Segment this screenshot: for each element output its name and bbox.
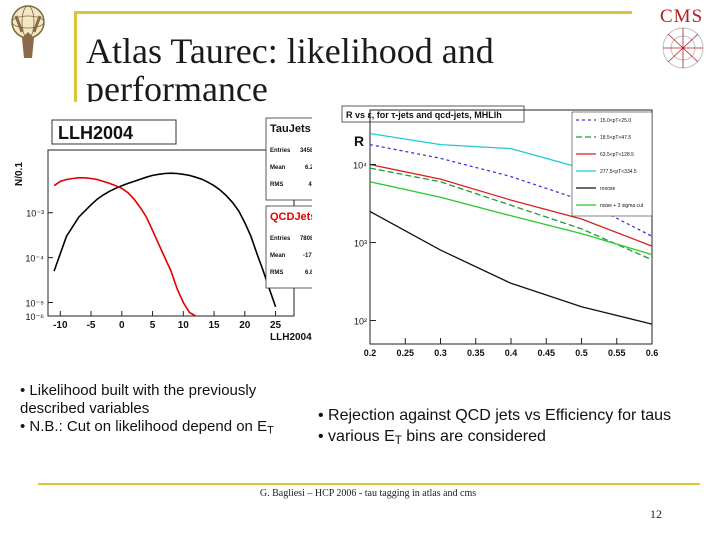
plot1-legend-stat-value: 345808 [300, 148, 312, 154]
plot2-legend-label: 18.5<pT<47.5 [600, 135, 631, 141]
plot1-legend-title: TauJets [270, 123, 311, 135]
plot2-x-tick-label: 0.25 [396, 348, 414, 358]
plot2-series-line [369, 167, 653, 261]
plot2-legend-label: noise + 3 sigma cut [600, 203, 644, 209]
llh-histogram-chart: LLH2004 -10 -5 0 5 10 15 20 2510⁻³10⁻⁴10⁻⁵10⁻⁶ … [14, 114, 312, 350]
right-bullets: • Rejection against QCD jets vs Efficien… [318, 405, 718, 452]
right-bullet-2-main: • various E [318, 428, 395, 445]
title-side-rule [74, 12, 77, 102]
plot1-x-tick-label: -5 [87, 320, 96, 331]
plot1-series-qcdjets [53, 177, 197, 317]
plot2-y-tick-label: 10² [354, 317, 367, 327]
plot1-legend-box [265, 205, 312, 289]
plot2-series-line [369, 163, 653, 247]
plot2-x-tick-label: 0.2 [364, 348, 377, 358]
plot2-x-tick-label: 0.6 [646, 348, 658, 358]
cms-logo-icon [662, 27, 704, 69]
plot1-legend-stat-label: Entries [270, 236, 291, 242]
plot2-legend-label: 277.5<pT<334.5 [600, 169, 637, 175]
plot1-x-tick-label: 25 [270, 320, 282, 331]
plot1-series-taujets [53, 172, 277, 308]
left-bullet-2-main: • N.B.: Cut on likelihood depend on E [20, 418, 268, 435]
plot1-title: LLH2004 [58, 123, 133, 143]
plot1-legend-taujets: TauJets Entries 345808 Mean 6.257 RMS 4.84 [265, 117, 312, 201]
plot2-legend-label: 63.5<pT<128.5 [600, 152, 634, 158]
plot1-y-tick-label: 10⁻⁵ [26, 298, 45, 308]
plot1-x-tick-label: 10 [178, 320, 190, 331]
plot2-legend-label: 15.0<pT<25.0 [600, 118, 631, 124]
footer-text: G. Bagliesi – HCP 2006 - tau tagging in … [259, 488, 477, 499]
plot1-legend-stat-value: 6.257 [305, 165, 312, 171]
plot2-x-tick-label: 0.5 [575, 348, 588, 358]
atlas-logo [11, 5, 45, 58]
right-bullet-1: • Rejection against QCD jets vs Efficien… [318, 407, 672, 424]
slide-title: Atlas Taurec: likelihood and performance [86, 32, 494, 102]
plot2-y-tick-label: 10⁴ [353, 161, 367, 171]
plot1-legend-box [265, 117, 312, 201]
plot2-x-tick-label: 0.4 [505, 348, 518, 358]
plot2-series-line [369, 143, 653, 237]
plot1-y-tick-label: 10⁻⁴ [25, 254, 44, 264]
plot1-title-box [51, 119, 177, 145]
plot1-legend-qcdjets: QCDJets Entries 780857 Mean -17.13 RMS 6.802 [265, 205, 312, 289]
plot1-legend-stat-value: 780857 [300, 236, 312, 242]
left-bullets: • Likelihood built with the previously d… [20, 382, 310, 440]
plot2-x-tick-label: 0.35 [467, 348, 485, 358]
plot1-y-tick-label: 10⁻⁶ [26, 312, 45, 322]
plot1-x-tick-label: -10 [53, 320, 68, 331]
plot1-x-tick-label: 15 [208, 320, 220, 331]
title-top-rule [74, 11, 632, 14]
plot1-legend-stat-label: RMS [270, 182, 283, 188]
plot1-legend-stat-value: 6.802 [305, 270, 312, 276]
plot1-legend-stat-label: Mean [270, 253, 286, 259]
plot1-legend-stat-label: RMS [270, 270, 283, 276]
plot1-legend-stat-label: Mean [270, 165, 286, 171]
plot1-y-axis-label: N/0.1 [14, 162, 25, 186]
page-number: 12 [650, 507, 662, 521]
plot2-title: R vs ε, for τ-jets and qcd-jets, MHLlh [346, 110, 502, 120]
left-bullet-1: • Likelihood built with the previously d… [20, 382, 257, 417]
plot1-legend-title: QCDJets [270, 211, 312, 223]
plot1-y-tick-label: 10⁻³ [26, 209, 44, 219]
plot2-x-tick-label: 0.3 [434, 348, 447, 358]
plot2-x-tick-label: 0.55 [608, 348, 626, 358]
cms-logo-text: CMS [660, 6, 704, 27]
plot1-x-tick-label: 5 [150, 320, 156, 331]
plot2-series-line [369, 181, 653, 256]
plot2-legend-label: ronose [600, 186, 616, 192]
plot1-legend-stat-value: -17.13 [303, 253, 312, 259]
left-bullet-2: • N.B.: Cut on likelihood depend on ET [20, 418, 310, 440]
left-bullet-2-sub: T [267, 424, 274, 437]
plot1-x-tick-label: 20 [239, 320, 251, 331]
plot1-legend-stat-value: 4.84 [308, 182, 312, 188]
plot1-x-tick-label: 0 [119, 320, 125, 331]
plot1-x-axis-label: LLH2004 [270, 332, 312, 343]
plot2-series-line [369, 210, 653, 325]
rejection-vs-efficiency-chart: R vs ε, for τ-jets and qcd-jets, MHLlh 0… [340, 102, 658, 360]
plot2-x-tick-label: 0.45 [537, 348, 555, 358]
plot2-y-axis-label: R [354, 133, 364, 149]
footer-rule [38, 483, 700, 485]
plot2-y-tick-label: 10³ [354, 239, 367, 249]
right-bullet-2: • various ET bins are considered [318, 426, 718, 452]
right-bullet-2-sub: T [394, 434, 402, 447]
plot2-legend-box [571, 111, 653, 217]
plot1-legend-stat-label: Entries [270, 148, 291, 154]
right-bullet-2-tail: bins are considered [401, 428, 546, 445]
